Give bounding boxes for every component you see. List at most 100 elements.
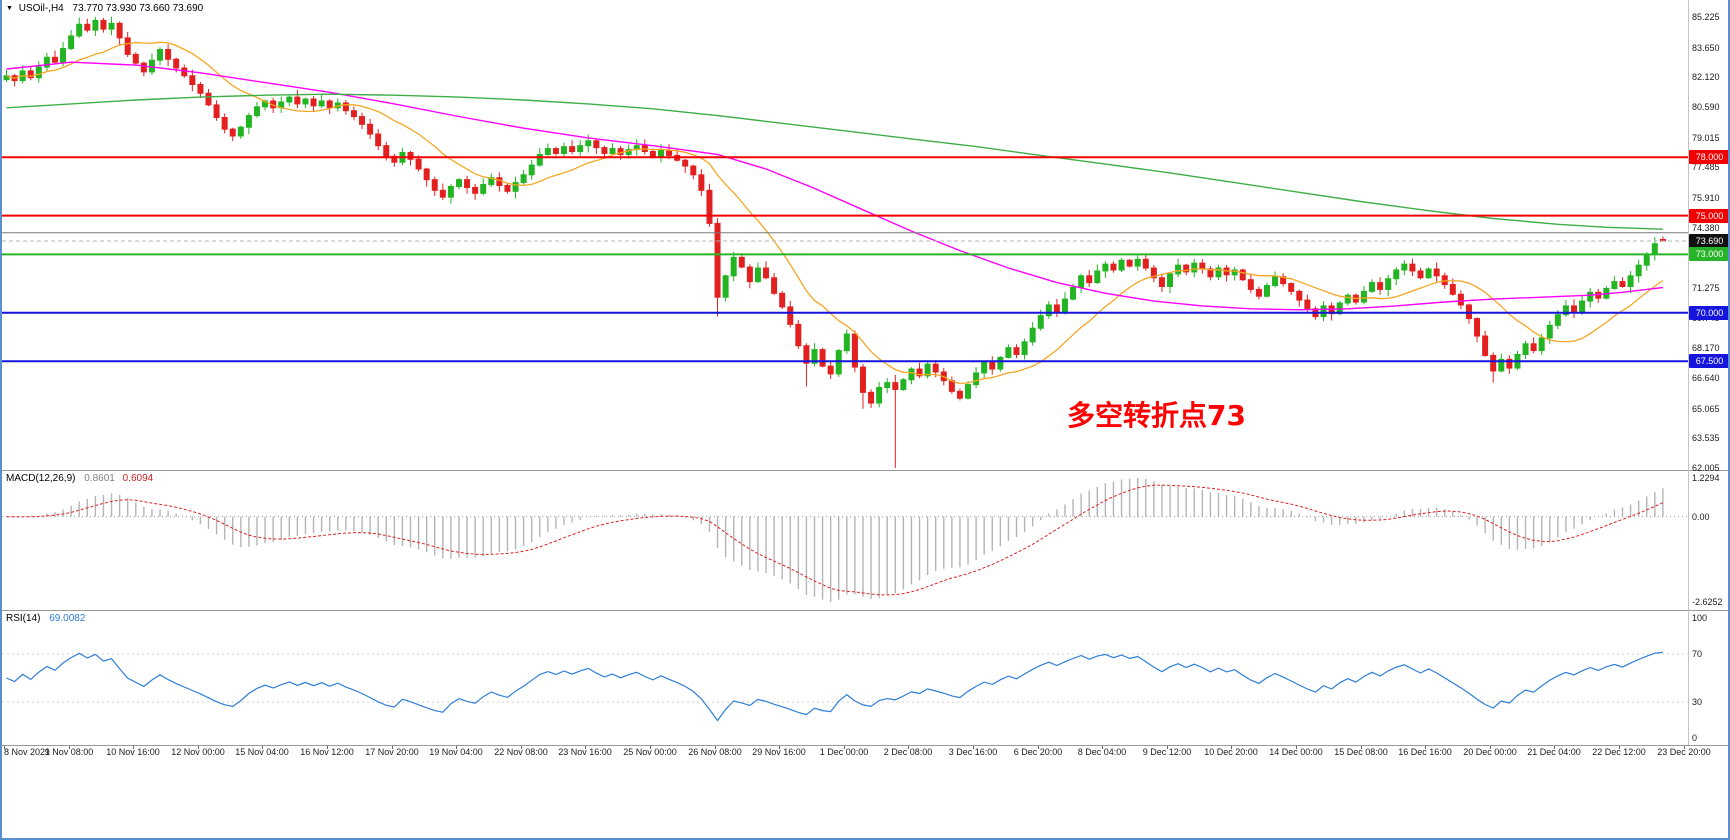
macd-rsi-divider [2,610,1728,611]
price-axis-label: 63.535 [1692,433,1720,443]
macd-axis-label: 1.2294 [1692,473,1720,483]
rsi-axis-label: 0 [1692,733,1698,743]
ma-slow-line [6,93,1663,230]
time-axis-label: 22 Nov 08:00 [494,747,548,757]
time-axis[interactable]: 8 Nov 2021 9 Nov 08:00 10 Nov 16:00 12 Nov … [2,745,1728,765]
rsi-axis-label: 100 [1692,613,1708,623]
ma-fast-line [6,41,1664,385]
price-tag: 78.000 [1689,150,1728,164]
rsi-header: RSI(14) 69.0082 [6,613,85,624]
time-tick [69,745,70,749]
time-tick [844,745,845,749]
time-tick [1684,745,1685,749]
rsi-axis-label: 30 [1692,697,1703,707]
price-axis-label: 83.650 [1692,43,1720,53]
macd-signal-line [6,484,1664,596]
time-tick [1167,745,1168,749]
time-axis-label: 10 Dec 20:00 [1204,747,1258,757]
macd-histogram [13,478,1664,602]
time-axis-label: 15 Nov 04:00 [235,747,289,757]
time-tick [133,745,134,749]
time-tick [4,745,5,749]
time-axis-label: 22 Dec 12:00 [1592,747,1646,757]
rsi-label: RSI(14) [6,613,41,624]
chart-annotation: 多空转折点73 [1067,399,1246,432]
time-axis-label: 19 Nov 04:00 [429,747,483,757]
time-axis-label: 14 Dec 00:00 [1269,747,1323,757]
macd-pane[interactable] [2,470,1688,610]
rsi-line [6,651,1663,722]
time-axis-label: 8 Dec 04:00 [1077,747,1127,757]
time-axis-label: 21 Dec 04:00 [1527,747,1581,757]
time-tick [973,745,974,749]
time-axis-label: 16 Dec 16:00 [1398,747,1452,757]
axis-divider [1688,0,1689,745]
macd-header: MACD(12,26,9) 0.8601 0.6094 [6,473,153,484]
price-tag: 75.000 [1689,209,1728,223]
price-axis-label: 66.640 [1692,373,1720,383]
time-tick [262,745,263,749]
time-tick [908,745,909,749]
time-tick [1231,745,1232,749]
price-tag: 73.000 [1689,247,1728,261]
price-macd-divider [2,470,1728,471]
time-axis-label: 29 Nov 16:00 [752,747,806,757]
time-tick [456,745,457,749]
time-tick [198,745,199,749]
price-chart[interactable] [2,0,1688,470]
price-tag: 67.500 [1689,354,1728,368]
price-axis-label: 82.120 [1692,72,1720,82]
symbol-marker-icon: ▼ [6,5,13,12]
time-axis-label: 8 Nov 2021 [4,747,51,757]
time-axis-label: 25 Nov 00:00 [623,747,677,757]
price-axis[interactable]: 85.225 83.650 82.120 80.590 79.015 77.485 75.9… [1689,0,1728,473]
macd-axis[interactable]: 1.2294 0.00 -2.6252 [1689,470,1728,610]
time-tick [650,745,651,749]
price-axis-label: 77.485 [1692,162,1720,172]
macd-axis-label: 0.00 [1692,512,1710,522]
time-tick [1619,745,1620,749]
macd-axis-label: -2.6252 [1692,597,1723,607]
macd-signal-value: 0.6094 [122,473,154,484]
rsi-pane[interactable] [2,610,1688,745]
time-tick [1361,745,1362,749]
time-axis-label: 23 Dec 20:00 [1657,747,1711,757]
price-axis-label: 75.910 [1692,193,1720,203]
time-tick [1425,745,1426,749]
rsi-axis[interactable]: 100 70 30 0 [1689,610,1728,745]
time-tick [521,745,522,749]
price-axis-label: 68.170 [1692,343,1720,353]
symbol-label: USOil-,H4 [18,3,64,14]
time-tick [392,745,393,749]
time-tick [1102,745,1103,749]
time-tick [327,745,328,749]
candlesticks [3,16,1666,468]
time-axis-label: 15 Dec 08:00 [1334,747,1388,757]
price-axis-label: 62.005 [1692,463,1720,473]
time-axis-label: 23 Nov 16:00 [558,747,612,757]
macd-label: MACD(12,26,9) [6,473,76,484]
price-axis-label: 79.015 [1692,133,1720,143]
price-tag: 70.000 [1689,306,1728,320]
time-tick [585,745,586,749]
time-axis-label: 12 Nov 00:00 [171,747,225,757]
time-tick [715,745,716,749]
ma-mid-line [6,61,1663,311]
time-axis-label: 1 Dec 00:00 [819,747,869,757]
time-axis-label: 6 Dec 20:00 [1013,747,1063,757]
price-tag: 73.690 [1689,234,1728,248]
time-tick [1490,745,1491,749]
time-axis-label: 10 Nov 16:00 [106,747,160,757]
time-axis-label: 16 Nov 12:00 [300,747,354,757]
time-tick [779,745,780,749]
time-axis-label: 2 Dec 08:00 [883,747,933,757]
time-axis-label: 9 Nov 08:00 [44,747,94,757]
price-axis-label: 74.380 [1692,223,1720,233]
price-axis-label: 85.225 [1692,12,1720,22]
time-tick [1296,745,1297,749]
price-axis-label: 80.590 [1692,102,1720,112]
rsi-value: 69.0082 [49,613,86,624]
time-axis-label: 20 Dec 00:00 [1463,747,1517,757]
time-tick [1554,745,1555,749]
